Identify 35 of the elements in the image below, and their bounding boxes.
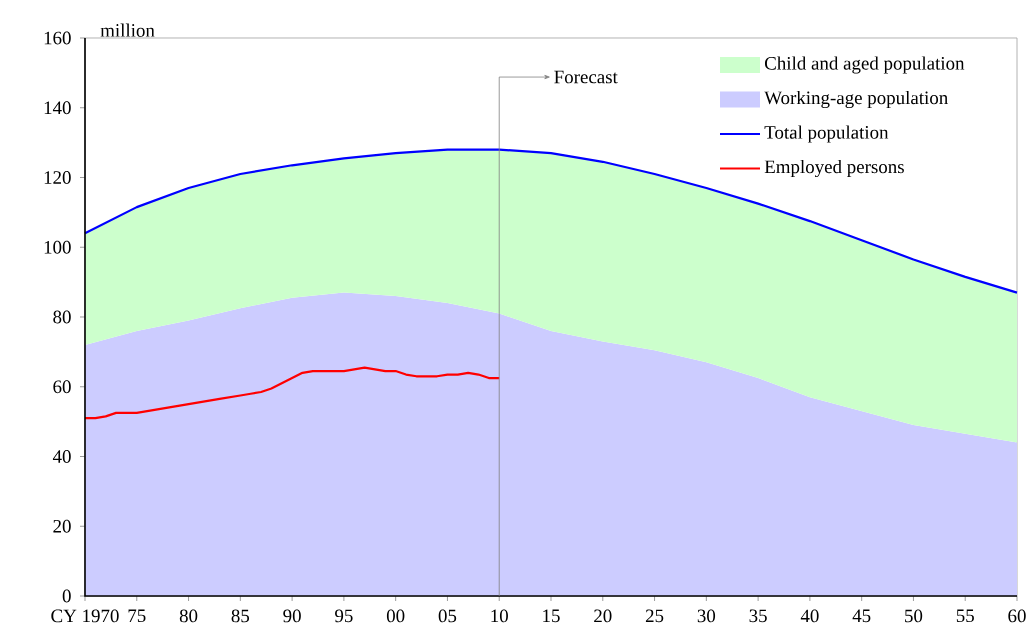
x-tick-label: 05 bbox=[438, 609, 457, 623]
y-tick-label: 120 bbox=[44, 171, 71, 184]
x-tick-label: 85 bbox=[231, 609, 250, 623]
x-tick-label: 20 bbox=[594, 609, 612, 623]
y-tick-label: 20 bbox=[53, 519, 71, 533]
y-axis-title: million bbox=[100, 23, 155, 37]
legend-label: Child and aged population bbox=[764, 56, 965, 74]
x-tick-label: 80 bbox=[179, 609, 198, 623]
x-tick-label: 40 bbox=[800, 609, 819, 623]
line-series bbox=[83, 148, 1019, 294]
x-tick-label: 35 bbox=[749, 609, 767, 623]
x-tick-label: 55 bbox=[956, 609, 974, 623]
x-tick-label: 75 bbox=[128, 609, 146, 623]
ref-line-label: Forecast bbox=[554, 70, 618, 84]
x-tick-label: 30 bbox=[697, 609, 716, 623]
x-tick-label: 00 bbox=[386, 609, 405, 623]
x-tick-label: CY 1970 bbox=[51, 609, 119, 623]
x-tick-label: 15 bbox=[543, 609, 560, 623]
y-tick-label: 0 bbox=[62, 589, 71, 603]
y-tick-label: 140 bbox=[44, 101, 71, 115]
x-tick-label: 95 bbox=[335, 609, 353, 623]
x-tick-label: 10 bbox=[491, 609, 508, 623]
x-tick-label: 25 bbox=[645, 609, 664, 623]
legend-label: Employed persons bbox=[764, 159, 904, 178]
legend-label: Working-age population bbox=[764, 90, 948, 109]
legend-label: Total population bbox=[764, 125, 889, 143]
y-tick-label: 80 bbox=[53, 310, 71, 324]
y-tick-label: 160 bbox=[44, 31, 71, 45]
x-tick-label: 45 bbox=[852, 609, 871, 623]
y-tick-label: 60 bbox=[53, 380, 71, 394]
x-tick-label: 90 bbox=[283, 609, 301, 623]
x-tick-label: 60 bbox=[1008, 609, 1026, 623]
x-tick-label: 50 bbox=[905, 609, 923, 623]
y-tick-label: 40 bbox=[52, 450, 71, 463]
y-tick-label: 100 bbox=[44, 240, 71, 254]
